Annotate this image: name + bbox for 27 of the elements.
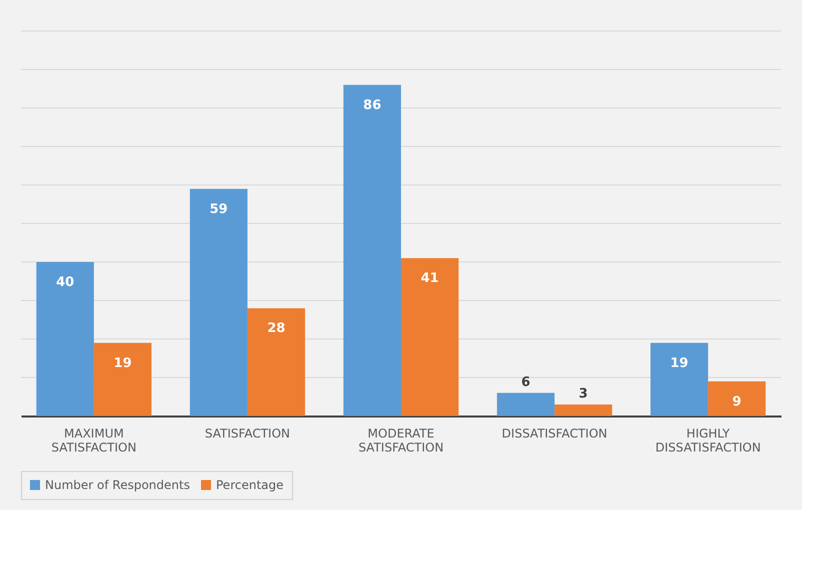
bar [554, 404, 612, 416]
data-label: 59 [210, 202, 228, 217]
x-tick-label: HIGHLY DISSATISFACTION [655, 426, 761, 454]
bar [190, 188, 248, 416]
bar [343, 84, 401, 416]
x-tick-label: DISSATISFACTION [502, 426, 608, 440]
bar [708, 381, 766, 416]
data-label: 40 [56, 275, 74, 290]
data-label: 9 [732, 394, 742, 410]
data-label: 19 [114, 356, 132, 371]
data-label: 3 [578, 386, 588, 402]
x-tick-label: MODERATE SATISFACTION [358, 426, 444, 454]
bar [650, 342, 708, 416]
data-label: 28 [267, 321, 286, 336]
legend-label: Percentage [216, 478, 284, 492]
bar [94, 342, 152, 416]
data-label: 6 [521, 374, 530, 390]
bar [247, 308, 306, 416]
legend-label: Number of Respondents [45, 478, 190, 492]
bar [401, 258, 459, 416]
x-tick-label: MAXIMUM SATISFACTION [51, 426, 136, 454]
data-label: 19 [670, 356, 688, 371]
bar [36, 262, 94, 416]
bar [496, 392, 555, 416]
data-label: 41 [420, 271, 439, 286]
data-label: 86 [363, 98, 382, 113]
x-tick-label: SATISFACTION [204, 426, 290, 440]
